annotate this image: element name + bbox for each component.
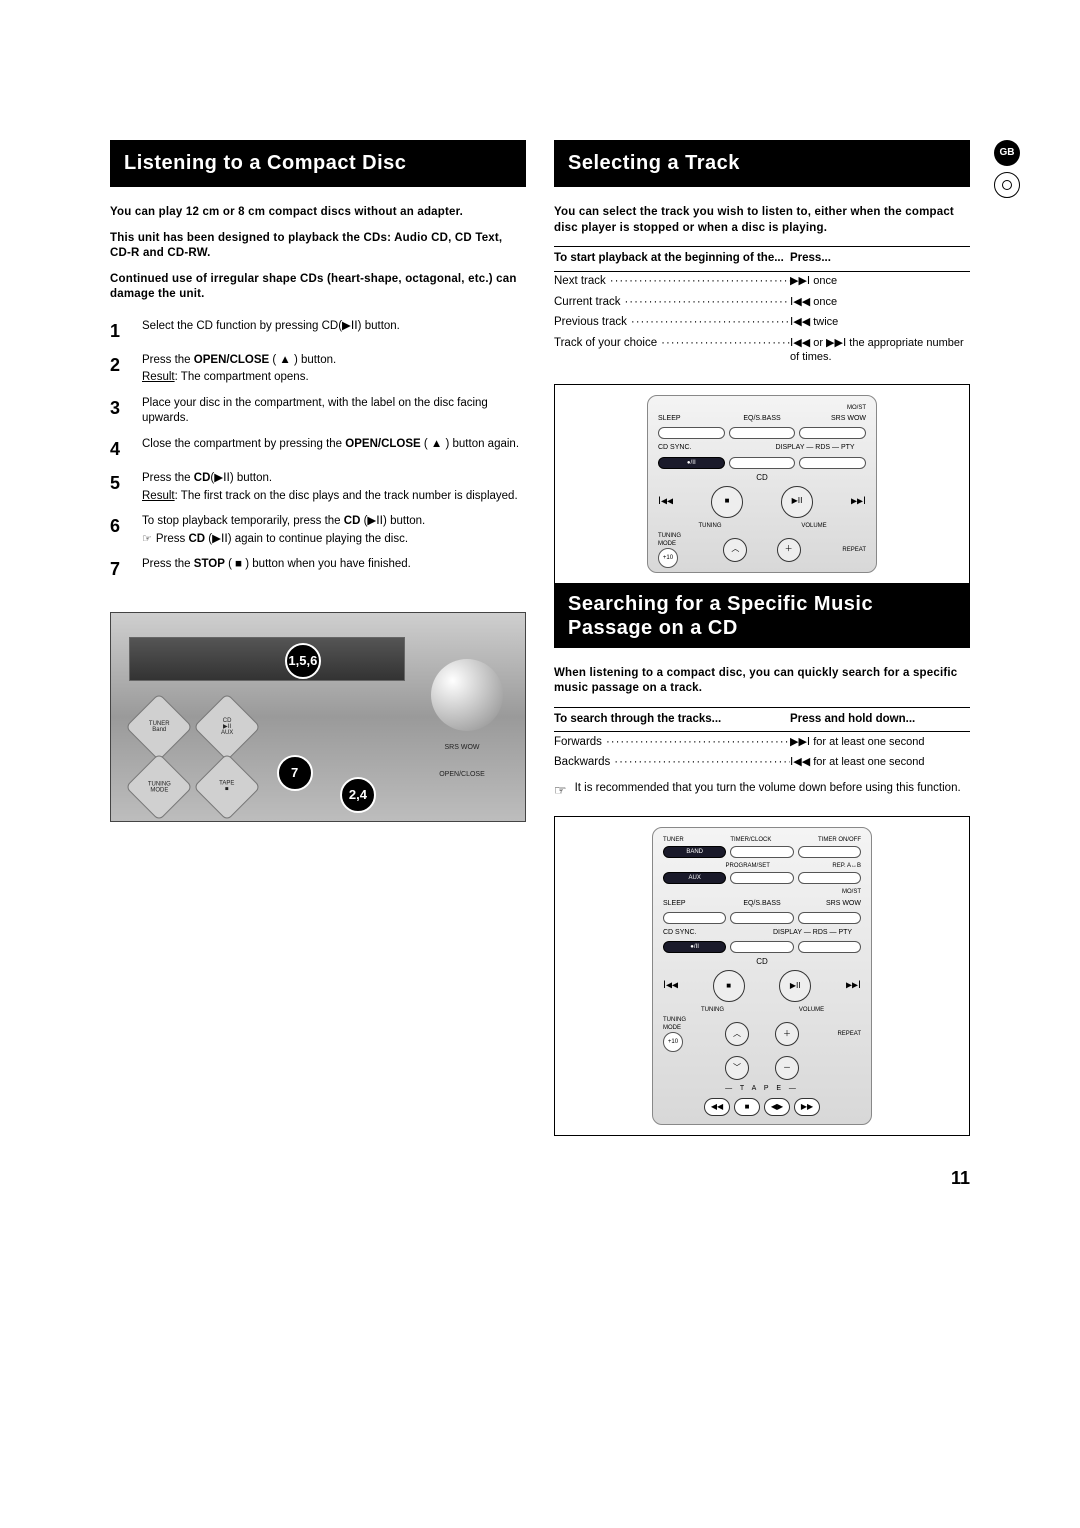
selecting-intro: You can select the track you wish to lis… (554, 205, 970, 236)
stop-icon: ■ (713, 970, 745, 1002)
intro-2: This unit has been designed to playback … (110, 231, 526, 262)
prev-icon: Ⅰ◀◀ (663, 979, 678, 993)
step-1: 1 Select the CD function by pressing CD(… (110, 319, 526, 343)
callout-156: 1,5,6 (285, 643, 321, 679)
section-title-selecting: Selecting a Track (554, 140, 970, 187)
intro-1: You can play 12 cm or 8 cm compact discs… (110, 205, 526, 221)
remote-diagram-large: TUNERTIMER/CLOCKTIMER ON/OFF BAND PROGRA… (554, 816, 970, 1136)
language-badge: GB (994, 140, 1020, 198)
track-table: To start playback at the beginning of th… (554, 246, 970, 368)
right-column: GB Selecting a Track You can select the … (554, 140, 970, 1136)
table-row: BackwardsⅠ◀◀ for at least one second (554, 753, 970, 774)
gb-icon: GB (994, 140, 1020, 166)
steps-list: 1 Select the CD function by pressing CD(… (110, 319, 526, 582)
table-row: Track of your choiceⅠ◀◀ or ▶▶Ⅰ the appro… (554, 333, 970, 368)
track-head-right: Press... (790, 251, 970, 267)
table-row: Current trackⅠ◀◀ once (554, 292, 970, 313)
play-icon: ▶ⅠⅠ (781, 486, 813, 518)
plus-icon: ＋ (775, 1022, 799, 1046)
step-7: 7 Press the STOP ( ■ ) button when you h… (110, 557, 526, 581)
search-table: To search through the tracks... Press an… (554, 707, 970, 774)
table-row: Next track▶▶Ⅰ once (554, 272, 970, 293)
ff-icon: ▶▶ (794, 1098, 820, 1116)
searching-intro: When listening to a compact disc, you ca… (554, 666, 970, 697)
device-side-labels: SRS WOW OPEN/CLOSE (417, 743, 507, 798)
step-2: 2 Press the OPEN/CLOSE ( ▲ ) button. Res… (110, 353, 526, 386)
prev-icon: Ⅰ◀◀ (658, 495, 673, 509)
step-4: 4 Close the compartment by pressing the … (110, 437, 526, 461)
tape-stop-icon: ■ (734, 1098, 760, 1116)
device-btn-cd: CD▶ⅠⅠAUX (193, 693, 261, 761)
section-title-searching: Searching for a Specific Music Passage o… (554, 584, 970, 648)
page-number: 11 (110, 1166, 970, 1190)
device-buttons: TUNERBand CD▶ⅠⅠAUX (135, 703, 251, 751)
callout-7: 7 (277, 755, 313, 791)
left-column: Listening to a Compact Disc You can play… (110, 140, 526, 1136)
disc-icon (994, 172, 1020, 198)
section-title-listening: Listening to a Compact Disc (110, 140, 526, 187)
intro-3: Continued use of irregular shape CDs (he… (110, 272, 526, 303)
plus-icon: ＋ (777, 538, 801, 562)
callout-24: 2,4 (340, 777, 376, 813)
step-3: 3 Place your disc in the compartment, wi… (110, 396, 526, 427)
device-btn-tuner: TUNERBand (125, 693, 193, 761)
device-btn-tuning: TUNINGMODE (125, 753, 193, 821)
tape-play-icon: ◀▶ (764, 1098, 790, 1116)
note-arrow-icon: ☞ (142, 532, 152, 547)
up-icon: ︿ (725, 1022, 749, 1046)
next-icon: ▶▶Ⅰ (846, 979, 861, 993)
table-row: Forwards▶▶Ⅰ for at least one second (554, 732, 970, 753)
play-icon: ▶ⅠⅠ (779, 970, 811, 1002)
up-icon: ︿ (723, 538, 747, 562)
minus-icon: － (775, 1056, 799, 1080)
step-5: 5 Press the CD(▶ⅠⅠ) button. Result: The … (110, 471, 526, 504)
rewind-icon: ◀◀ (704, 1098, 730, 1116)
tip-arrow-icon: ☞ (554, 781, 567, 800)
device-btn-tape: TAPE■ (193, 753, 261, 821)
search-head-left: To search through the tracks... (554, 712, 790, 728)
step-6: 6 To stop playback temporarily, press th… (110, 514, 526, 547)
next-icon: ▶▶Ⅰ (851, 495, 866, 509)
device-diagram: TUNERBand CD▶ⅠⅠAUX TUNINGMODE TAPE■ SRS … (110, 612, 526, 822)
track-head-left: To start playback at the beginning of th… (554, 251, 790, 267)
down-icon: ﹀ (725, 1056, 749, 1080)
table-row: Previous trackⅠ◀◀ twice (554, 313, 970, 334)
device-display (129, 637, 405, 681)
search-head-right: Press and hold down... (790, 712, 970, 728)
remote-diagram-small: MO/ST SLEEPEQ/S.BASSSRS WOW CD SYNC.DISP… (554, 384, 970, 584)
device-knob (431, 659, 503, 731)
tip-note: ☞ It is recommended that you turn the vo… (554, 781, 970, 800)
stop-icon: ■ (711, 486, 743, 518)
